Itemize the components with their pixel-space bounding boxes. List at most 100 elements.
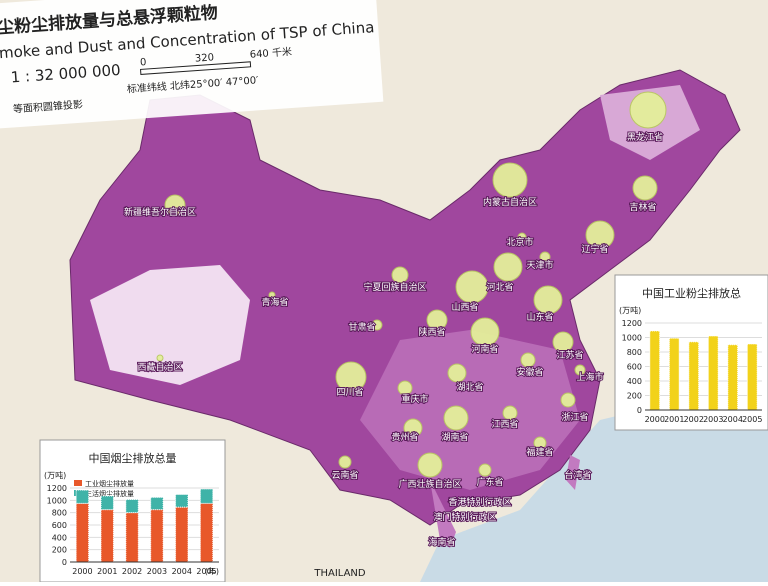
scale-tick: 320 <box>195 52 215 64</box>
bubble <box>426 309 448 331</box>
x-tick-label: 2002 <box>122 567 142 576</box>
hainan <box>430 480 456 548</box>
region-label: 天津市 <box>526 259 553 271</box>
legend-label: 工业烟尘排放量 <box>85 479 134 488</box>
bar <box>125 499 139 514</box>
bubble <box>335 361 367 393</box>
region-label: 北京市 <box>506 236 533 248</box>
region-label: 贵州省 <box>391 431 418 443</box>
x-tick-label: 2004 <box>723 415 743 424</box>
bubble <box>403 418 423 438</box>
y-tick-label: 0 <box>62 558 67 567</box>
y-tick-label: 600 <box>627 363 642 372</box>
bubble <box>478 463 492 477</box>
region-label: 海南省 <box>428 536 455 548</box>
bar <box>150 496 164 511</box>
region-label: 陕西省 <box>418 326 445 338</box>
bubble <box>470 317 500 347</box>
y-tick-label: 1200 <box>622 319 642 328</box>
region-label: 云南省 <box>331 469 358 481</box>
region-label: 甘肃省 <box>348 321 375 333</box>
bar <box>649 330 661 411</box>
bar <box>175 506 189 563</box>
legend-swatch <box>74 480 82 486</box>
inset-title: 中国工业粉尘排放总 <box>642 286 741 300</box>
bubble <box>338 455 352 469</box>
bar <box>75 502 90 563</box>
region-label: 西藏自治区 <box>137 361 182 373</box>
bubble <box>371 319 383 331</box>
y-tick-label: 800 <box>627 348 642 357</box>
x-tick-label: 2005 <box>742 415 762 424</box>
region-label: 吉林省 <box>629 201 656 213</box>
bar <box>199 488 214 504</box>
x-tick-label: 2001 <box>664 415 684 424</box>
y-tick-label: 800 <box>52 509 67 518</box>
country-label: THAILAND <box>313 568 366 579</box>
y-tick-label: 1000 <box>622 334 642 343</box>
x-tick-label: 2002 <box>684 415 704 424</box>
bubble <box>520 352 536 368</box>
bar <box>746 343 758 411</box>
y-tick-label: 200 <box>627 392 642 401</box>
region-label: 湖南省 <box>441 431 468 443</box>
bar <box>175 493 189 508</box>
bubble <box>397 380 413 396</box>
bar <box>125 512 139 563</box>
bar <box>727 344 739 411</box>
region-label: 山东省 <box>526 311 553 323</box>
region-label: 辽宁省 <box>581 243 608 255</box>
region-label: 河南省 <box>471 343 498 355</box>
bubble <box>585 220 615 250</box>
region-label: 山西省 <box>451 301 478 313</box>
bubble <box>492 162 528 198</box>
scale-bar <box>140 61 252 75</box>
bar <box>199 502 214 563</box>
region-label: 江苏省 <box>556 349 583 361</box>
y-tick-label: 400 <box>52 533 67 542</box>
x-tick-label: 2003 <box>703 415 723 424</box>
x-tick-label: 2003 <box>147 567 167 576</box>
region-label: 浙江省 <box>561 411 588 423</box>
region-label: 新疆维吾尔自治区 <box>124 206 196 218</box>
region-label: 福建省 <box>526 446 553 458</box>
bar <box>100 495 114 511</box>
medium-zone <box>360 330 580 490</box>
legend-label: 生活烟尘排放量 <box>85 489 134 498</box>
bar <box>668 337 680 411</box>
x-tick-label: 2005 <box>196 567 216 576</box>
bubble <box>560 392 576 408</box>
region-label: 黑龙江省 <box>627 131 663 143</box>
bar <box>100 509 114 563</box>
bubble <box>268 291 276 299</box>
y-tick-label: 200 <box>52 546 67 555</box>
scale-tick: 0 <box>140 57 147 68</box>
y-tick-label: 1000 <box>47 496 67 505</box>
y-tick-label: 400 <box>627 377 642 386</box>
taiwan <box>566 455 580 490</box>
bubble <box>533 285 563 315</box>
region-label: 内蒙古自治区 <box>483 196 537 208</box>
scale-tick: 640 千米 <box>249 45 292 61</box>
inset-title: 中国烟尘排放总量 <box>89 451 177 465</box>
unit: (万吨) <box>619 305 641 315</box>
x-tick-label: 2004 <box>172 567 192 576</box>
title-panel: 尘粉尘排放量与总悬浮颗粒物 moke and Dust and Concentr… <box>0 0 384 129</box>
bar <box>688 341 700 411</box>
region-label: 重庆市 <box>401 393 428 405</box>
bubble <box>455 270 489 304</box>
bar <box>150 509 164 563</box>
y-tick-label: 600 <box>52 521 67 530</box>
region-label: 台湾省 <box>564 469 591 481</box>
bubble <box>164 194 186 216</box>
region-label: 四川省 <box>336 386 363 398</box>
y-tick-label: 1200 <box>47 484 67 493</box>
bubble <box>574 364 586 376</box>
bubble <box>632 175 658 201</box>
region-label: 湖北省 <box>456 381 483 393</box>
region-label: 河北省 <box>486 281 513 293</box>
bar <box>707 335 719 411</box>
bubble <box>447 363 467 383</box>
bubble <box>502 405 518 421</box>
